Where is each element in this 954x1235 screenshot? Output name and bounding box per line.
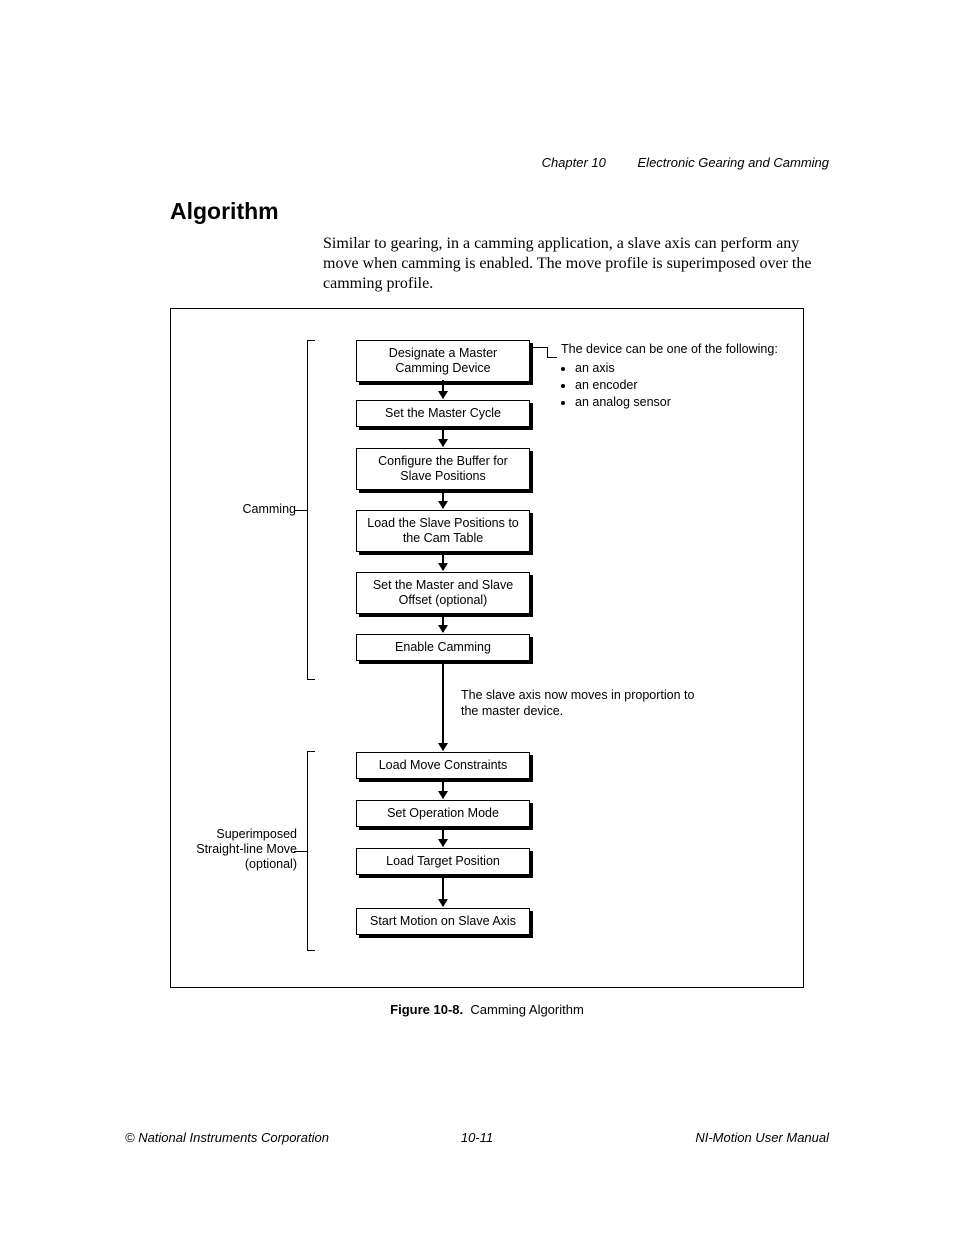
body-paragraph: Similar to gearing, in a camming applica… xyxy=(323,234,833,294)
flow-box-start-motion: Start Motion on Slave Axis xyxy=(356,908,530,935)
figure-frame: Camming SuperimposedStraight-line Move(o… xyxy=(170,308,804,988)
arrow-4-5 xyxy=(442,552,444,570)
bracket-label-superimposed: SuperimposedStraight-line Move(optional) xyxy=(189,827,297,872)
flow-box-set-op-mode: Set Operation Mode xyxy=(356,800,530,827)
flow-box-designate-master: Designate a Master Camming Device xyxy=(356,340,530,382)
annotation-device-list: The device can be one of the following: … xyxy=(561,341,791,411)
arrow-3-4 xyxy=(442,490,444,508)
figure-caption-text: Camming Algorithm xyxy=(470,1002,583,1017)
arrow-1-2 xyxy=(442,380,444,398)
chapter-number: Chapter 10 xyxy=(542,155,606,170)
annotation-slave-moves: The slave axis now moves in proportion t… xyxy=(461,688,701,719)
arrow-6-7 xyxy=(442,662,444,750)
device-item-encoder: an encoder xyxy=(575,377,791,394)
page: Chapter 10 Electronic Gearing and Cammin… xyxy=(0,0,954,1235)
arrow-2-3 xyxy=(442,428,444,446)
connector-device-h2 xyxy=(547,357,557,358)
arrow-8-9 xyxy=(442,828,444,846)
bracket-superimposed xyxy=(307,751,308,951)
flow-box-set-master-cycle: Set the Master Cycle xyxy=(356,400,530,427)
device-item-axis: an axis xyxy=(575,360,791,377)
chapter-header: Chapter 10 Electronic Gearing and Cammin… xyxy=(542,155,829,170)
flow-box-configure-buffer: Configure the Buffer for Slave Positions xyxy=(356,448,530,490)
flow-box-load-slave-positions: Load the Slave Positions to the Cam Tabl… xyxy=(356,510,530,552)
chapter-title: Electronic Gearing and Camming xyxy=(638,155,829,170)
figure-caption: Figure 10-8. Camming Algorithm xyxy=(170,1002,804,1017)
footer-manual-name: NI-Motion User Manual xyxy=(695,1130,829,1145)
figure-number: Figure 10-8. xyxy=(390,1002,463,1017)
connector-device-v xyxy=(547,347,548,357)
bracket-label-camming: Camming xyxy=(216,502,296,517)
arrow-5-6 xyxy=(442,614,444,632)
bracket-camming xyxy=(307,340,308,680)
arrow-7-8 xyxy=(442,780,444,798)
flow-box-load-constraints: Load Move Constraints xyxy=(356,752,530,779)
flow-box-set-offset: Set the Master and Slave Offset (optiona… xyxy=(356,572,530,614)
device-item-analog: an analog sensor xyxy=(575,394,791,411)
flow-box-enable-camming: Enable Camming xyxy=(356,634,530,661)
arrow-9-10 xyxy=(442,876,444,906)
connector-device-h xyxy=(533,347,547,348)
flow-box-load-target: Load Target Position xyxy=(356,848,530,875)
section-title: Algorithm xyxy=(170,198,279,225)
